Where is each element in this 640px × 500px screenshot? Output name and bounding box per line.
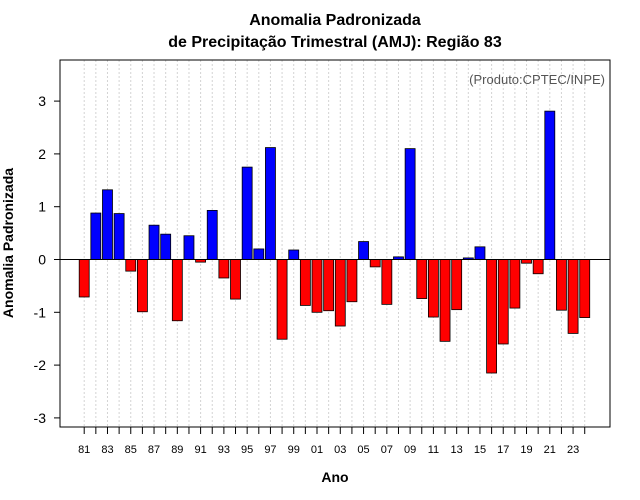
y-tick-label: 3 xyxy=(38,93,46,109)
x-tick-label: 99 xyxy=(288,444,300,456)
bar-series xyxy=(78,110,591,374)
x-tick-label: 11 xyxy=(428,444,439,456)
bar-24 xyxy=(579,259,591,318)
y-tick-label: 0 xyxy=(38,252,46,268)
bar-06 xyxy=(369,259,381,268)
bar-01 xyxy=(311,259,323,313)
x-tick-label: 13 xyxy=(451,444,463,456)
bar-04 xyxy=(346,259,358,303)
x-tick-label: 17 xyxy=(497,444,509,456)
x-tick-label: 19 xyxy=(520,444,532,456)
bar-97 xyxy=(265,147,276,260)
bar-09 xyxy=(404,148,416,260)
x-tick-label: 81 xyxy=(78,444,90,456)
bar-19 xyxy=(521,259,532,264)
x-tick-label: 09 xyxy=(404,444,416,456)
y-tick-label: -2 xyxy=(34,357,47,373)
bar-11 xyxy=(427,259,439,318)
bar-90 xyxy=(183,235,195,260)
bar-17 xyxy=(497,259,509,345)
bar-95 xyxy=(241,166,253,260)
x-tick-label: 93 xyxy=(218,444,230,456)
y-tick-label: 2 xyxy=(38,146,46,162)
bar-82 xyxy=(90,212,102,260)
bar-10 xyxy=(416,259,428,299)
x-axis: 81 83 85 87 89 91 93 95 97 99 01 03 05 07 09 11 13 15 17 19… xyxy=(78,427,586,456)
bar-87 xyxy=(148,224,160,260)
bar-18 xyxy=(509,259,521,309)
bar-96 xyxy=(253,248,265,260)
bar-00 xyxy=(299,259,311,306)
plot-frame xyxy=(59,59,611,428)
y-axis-label: Anomalia Padronizada xyxy=(0,168,16,318)
bar-81 xyxy=(78,259,90,298)
x-tick-label: 15 xyxy=(474,444,486,456)
grid-lines xyxy=(83,60,586,427)
bar-21 xyxy=(544,110,556,260)
bar-85 xyxy=(125,259,137,272)
x-tick-label: 21 xyxy=(544,444,556,456)
bar-84 xyxy=(113,213,125,260)
bar-03 xyxy=(334,259,346,327)
bar-89 xyxy=(171,259,183,322)
x-tick-label: 01 xyxy=(311,444,323,456)
bar-20 xyxy=(532,259,544,275)
x-tick-label: 97 xyxy=(264,444,276,456)
bar-99 xyxy=(288,249,300,260)
bar-15 xyxy=(474,246,486,260)
bar-16 xyxy=(486,259,498,374)
x-tick-label: 95 xyxy=(241,444,253,456)
x-tick-label: 03 xyxy=(334,444,346,456)
bar-23 xyxy=(567,259,579,334)
y-tick-label: -3 xyxy=(34,410,47,426)
y-axis: -3 -2 -1 0 1 2 3 xyxy=(34,93,60,426)
bar-12 xyxy=(439,259,451,342)
bar-13 xyxy=(451,259,463,311)
y-tick-label: -1 xyxy=(34,304,47,320)
y-tick-label: 1 xyxy=(38,199,46,215)
bar-88 xyxy=(160,233,172,260)
x-tick-label: 05 xyxy=(357,444,369,456)
bar-92 xyxy=(206,209,218,260)
bar-07 xyxy=(381,259,393,305)
x-axis-label: Ano xyxy=(321,469,348,485)
bar-83 xyxy=(102,189,113,260)
x-tick-label: 87 xyxy=(148,444,160,456)
x-tick-label: 23 xyxy=(567,444,579,456)
bar-02 xyxy=(323,259,335,312)
bar-05 xyxy=(358,241,369,260)
chart-title-line1: Anomalia Padronizada xyxy=(249,12,421,29)
source-annotation: (Produto:CPTEC/INPE) xyxy=(469,72,605,87)
x-tick-label: 89 xyxy=(171,444,183,456)
bar-22 xyxy=(556,259,567,311)
x-tick-label: 85 xyxy=(125,444,137,456)
bar-86 xyxy=(136,259,148,313)
x-tick-label: 07 xyxy=(381,444,393,456)
x-tick-label: 83 xyxy=(101,444,113,456)
bar-94 xyxy=(230,259,241,300)
x-tick-label: 91 xyxy=(194,444,206,456)
bar-98 xyxy=(276,259,288,340)
chart-title-line2: de Precipitação Trimestral (AMJ): Região… xyxy=(168,34,502,51)
bar-93 xyxy=(218,259,230,279)
